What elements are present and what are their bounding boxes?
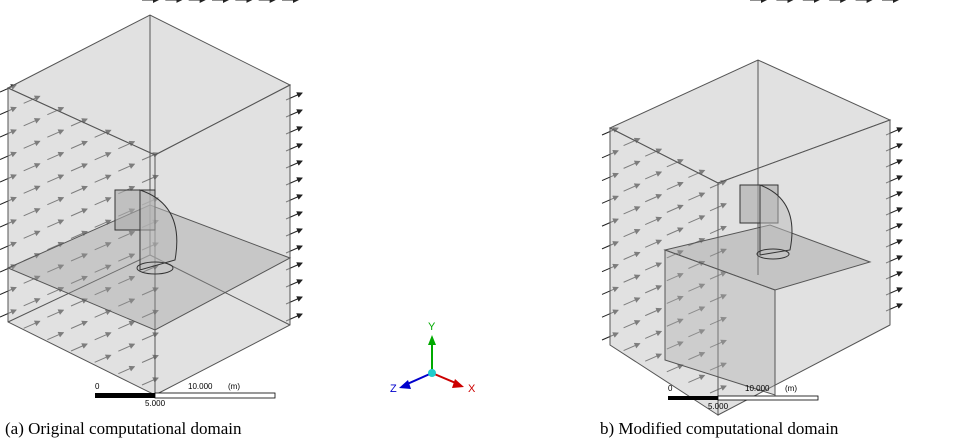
scale-start: 0 xyxy=(668,384,673,393)
axis-z: Z xyxy=(390,383,397,395)
caption: b) Modified computational domain xyxy=(600,419,839,438)
axis-triad: Y X Z xyxy=(390,321,476,395)
original-domain xyxy=(8,15,290,395)
axis-x: X xyxy=(468,383,476,395)
scale-unit: (m) xyxy=(785,384,797,393)
scale-end: 10.000 xyxy=(745,384,770,393)
scale-mid: 5.000 xyxy=(145,399,166,408)
scale-start: 0 xyxy=(95,382,100,391)
axis-y: Y xyxy=(428,321,436,333)
figure: 0 5.000 10.000 (m) 0 5.000 10.000 (m) Y … xyxy=(0,0,974,441)
caption: (a) Original computational domain xyxy=(5,419,242,438)
scale-mid: 5.000 xyxy=(708,402,729,411)
scale-end: 10.000 xyxy=(188,382,213,391)
scale-unit: (m) xyxy=(228,382,240,391)
scale-bar: 0 5.000 10.000 (m) xyxy=(95,382,275,408)
modified-domain xyxy=(610,60,890,415)
